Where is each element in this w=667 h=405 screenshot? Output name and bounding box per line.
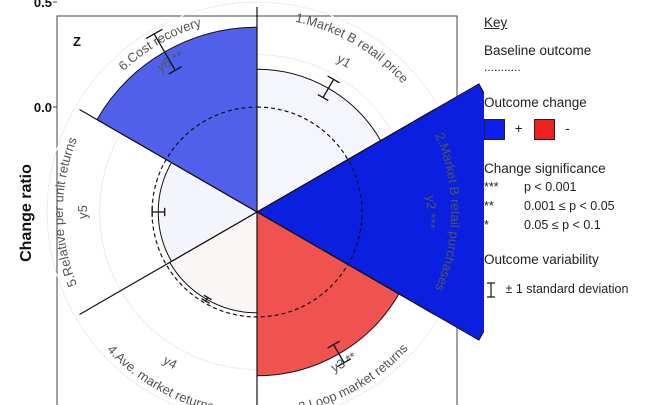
variable-label-text: y5 [75, 205, 90, 219]
y-axis-title: Change ratio [18, 164, 35, 262]
significance-text: 0.05 ≤ p < 0.1 [524, 218, 601, 232]
error-cap [327, 75, 340, 84]
legend-baseline-heading: Baseline outcome [484, 43, 592, 58]
error-cap [201, 298, 210, 304]
variable-label: y2 *** [423, 195, 439, 229]
sector-dividers [79, 7, 435, 405]
y-axis-ticks: 1.51.00.50.0 [34, 0, 57, 115]
variable-label-text: y4 [161, 352, 180, 372]
significance-stars: ** [484, 199, 494, 213]
category-label: 4.Ave. market returns [104, 342, 215, 405]
chart: Change ratio 1.51.00.50.0 y11.Market B r… [18, 0, 484, 405]
legend: Key Baseline outcome ........... Outcome… [484, 0, 667, 405]
error-cap [336, 358, 352, 368]
legend-significance-heading: Change significance [484, 161, 606, 176]
significance-text: 0.001 ≤ p < 0.05 [524, 199, 615, 213]
legend-baseline-symbol: ........... [484, 60, 521, 74]
increase-label: + [514, 121, 523, 137]
decrease-label: - [565, 121, 570, 137]
error-cap [317, 93, 329, 102]
error-cap [168, 66, 182, 75]
panel-label: Z [73, 34, 81, 49]
category-label: 1.Market B retail price [294, 10, 411, 86]
error-bar-icon [487, 282, 495, 298]
legend-title: Key [484, 15, 508, 30]
error-cap [327, 340, 340, 349]
error-bar-y1 [322, 78, 335, 98]
variable-label-text: y2 *** [423, 195, 439, 229]
error-cap [203, 294, 212, 301]
variable-label: y4 [161, 352, 180, 372]
bar-y2 [255, 83, 484, 341]
variable-label: y5 [75, 205, 90, 219]
sector-divider [79, 108, 258, 213]
sector-divider [256, 108, 435, 213]
significance-text: p < 0.001 [524, 180, 577, 194]
variable-label: y1 [335, 51, 355, 71]
y-tick-label: 0.0 [34, 100, 52, 115]
sector-divider [256, 211, 435, 316]
y-tick-label: 0.5 [34, 0, 52, 10]
polar-bars [96, 26, 484, 377]
increase-swatch [484, 119, 505, 140]
legend-variability-heading: Outcome variability [484, 252, 599, 267]
error-bar-y6 [153, 33, 176, 71]
decrease-swatch [534, 119, 556, 140]
legend-variability-row: ± 1 standard deviation [484, 281, 628, 299]
legend-variability-text: ± 1 standard deviation [505, 282, 629, 297]
category-label-text: 4.Ave. market returns [104, 342, 215, 405]
significance-stars: * [484, 218, 489, 232]
error-cap [145, 28, 163, 40]
error-bars [145, 28, 352, 368]
legend-change-heading: Outcome change [484, 95, 587, 110]
sector-divider [79, 211, 258, 316]
category-label-text: 1.Market B retail price [294, 10, 411, 86]
variable-label-text: y1 [335, 51, 355, 71]
error-bar-y3 [333, 344, 345, 364]
significance-stars: *** [484, 180, 499, 194]
baseline-circle [151, 106, 363, 318]
legend-change-swatches: + - [484, 119, 570, 140]
